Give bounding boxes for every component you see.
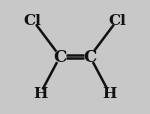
Text: Cl: Cl [24, 14, 41, 27]
Text: Cl: Cl [109, 14, 126, 27]
Text: C: C [53, 49, 67, 65]
Text: H: H [102, 87, 117, 100]
Text: H: H [33, 87, 48, 100]
Text: C: C [83, 49, 97, 65]
